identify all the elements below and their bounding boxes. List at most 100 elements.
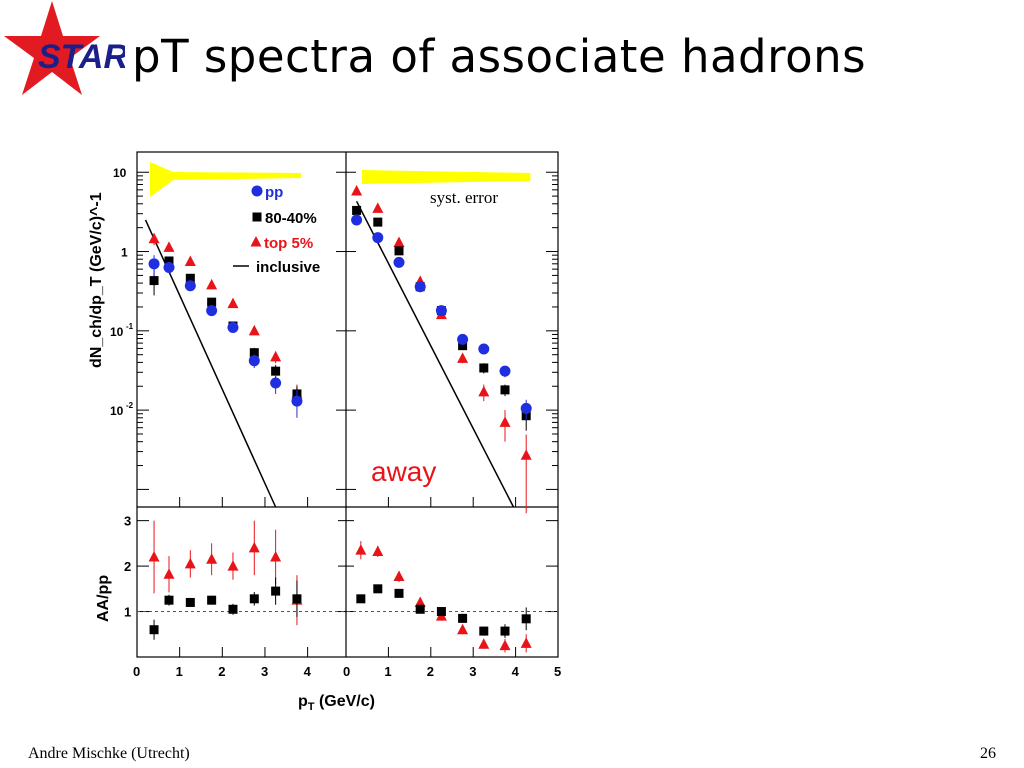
logo-text: STAR [38,38,125,76]
page-number: 26 [980,745,996,762]
x-axis-title: pT (GeV/c) [298,693,375,713]
legend-peripheral-marker [252,212,262,222]
away-ratio-peripheral-point [458,613,468,623]
away-ratio-peripheral-point [394,588,404,598]
xtick-label-left: 3 [261,664,268,679]
star-logo: STAR [4,1,125,95]
xtick-label-left: 1 [176,664,183,679]
syst-band-away [362,170,531,184]
ytick-label-1: 1 [121,246,128,260]
near-ratio-peripheral-point [164,595,174,605]
near-ratio-central-point [227,560,239,571]
syst-band-near [150,162,302,197]
near-central-point [227,297,239,309]
near-peripheral-point [164,256,174,266]
away-pp-point [351,214,363,226]
near-ratio-central-point [248,541,260,553]
xtick-label-right: 3 [469,664,476,679]
near-ratio-central-point [270,551,282,562]
y-axis-title-top: dN_ch/dp_T (GeV/c)^-1 [88,192,105,368]
away-central-point [351,184,363,196]
away-central-point [457,352,469,363]
near-central-point [206,278,218,290]
near-peripheral-point [149,276,159,286]
legend-peripheral-label: 80-40% [265,210,317,227]
near-ratio-peripheral-point [185,597,195,607]
near-ratio-central-point [148,551,160,562]
near-ratio-central-point [184,557,196,569]
xtick-label-right-0: 0 [343,664,350,679]
near-peripheral-point [185,273,195,283]
away-ratio-central-point [355,544,367,555]
xtick-label-left: 0 [133,664,140,679]
away-pp-point [393,256,405,268]
away-pp-point [372,232,384,244]
ytick-label-0.01: 10 [110,404,124,418]
legend-central-label: top 5% [264,235,313,252]
xtick-label-left: 2 [218,664,225,679]
away-ratio-central-point [393,570,405,582]
near-ratio-central-point [206,553,218,564]
away-central-point [478,385,490,397]
away-peripheral-point [394,246,404,256]
away-ratio-peripheral-point [356,594,366,604]
away-ratio-central-point [457,623,469,635]
away-central-point [372,202,384,213]
away-annotation: away [371,456,436,487]
xtick-label-left: 4 [304,664,312,679]
away-ratio-central-point [372,545,384,557]
near-central-point [270,350,282,362]
ratio-ytick-label: 1 [124,605,131,620]
near-pp-point [227,322,239,334]
away-peripheral-point [373,217,383,227]
legend-pp-marker [251,185,263,197]
near-central-point [184,255,196,266]
away-ratio-central-point [499,639,511,651]
near-pp-point [291,395,303,407]
near-ratio-peripheral-point [271,586,281,596]
near-pp-point [148,258,160,270]
away-ratio-peripheral-point [500,626,510,636]
near-ratio-peripheral-point [292,594,302,604]
near-pp-point [248,355,260,367]
near-central-point [148,232,160,244]
near-pp-point [184,280,196,292]
near-ratio-peripheral-point [249,594,259,604]
logo-star-shape [4,1,100,95]
away-pp-point [457,333,469,345]
xtick-label-right: 5 [554,664,561,679]
away-ratio-peripheral-point [521,614,531,624]
away-ratio-peripheral-point [436,607,446,617]
ratio-ytick-label: 2 [124,559,131,574]
near-ratio-peripheral-point [228,604,238,614]
legend-inclusive-label: inclusive [256,259,320,276]
away-peripheral-point [458,341,468,351]
near-central-point [163,241,175,252]
legend-pp-label: pp [265,184,283,201]
away-ratio-central-point [478,638,490,649]
near-central-point [248,324,260,336]
away-ratio-peripheral-point [415,604,425,614]
near-peripheral-point [207,297,217,307]
away-pp-point [499,365,511,377]
xtick-label-right: 4 [512,664,520,679]
near-peripheral-point [271,366,281,376]
ytick-label-0.01-exp: -2 [126,401,134,410]
plot-frame [136,151,559,658]
ytick-label-0.1-exp: -1 [126,322,134,331]
away-peripheral-point [352,205,362,215]
away-ratio-central-point [414,596,426,607]
inclusive-line-away [355,200,515,508]
near-peripheral-point [249,348,259,358]
away-pp-point [520,402,532,414]
away-peripheral-point [479,363,489,373]
away-ratio-peripheral-point [479,626,489,636]
near-ratio-peripheral-point [207,595,217,605]
ratio-ytick-label: 3 [124,514,131,529]
away-central-point [499,416,511,427]
ytick-label-10: 10 [113,166,127,180]
away-ratio-central-point [520,637,532,648]
near-pp-point [163,261,175,273]
away-central-point [393,236,405,247]
